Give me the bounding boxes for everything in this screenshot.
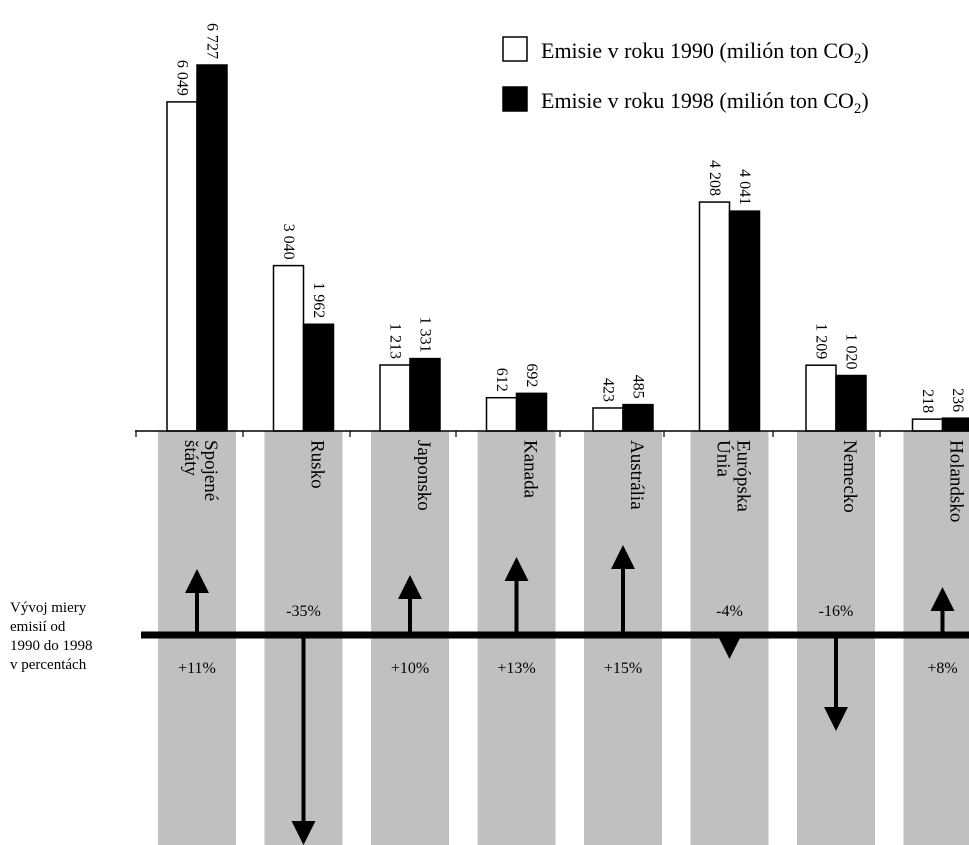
bar-1998-holandsko [941,417,969,432]
change-label-holandsko: +8% [927,660,957,677]
value-label-1990-australia: 423 [600,378,617,402]
category-labels: Spojenéštáty Rusko Japonsko Kanada Austrália… [180,440,967,522]
legend-swatch-1998 [502,86,528,112]
change-title-line: Vývoj miery [10,600,87,616]
bar-1990-kanada [485,396,518,432]
category-label-spojene-staty: Spojenéštáty [180,440,221,501]
bar-1998-kanada [515,392,548,432]
legend-label-1990: Emisie v roku 1990 (milión ton CO2) [541,38,869,67]
arrow-head-spojene-staty [185,569,209,593]
value-label-1998-spojene-staty: 6 727 [204,23,221,59]
value-label-1990-japonsko: 1 213 [387,323,404,359]
change-label-australia: +15% [604,660,642,677]
bar-1998-rusko [302,323,335,432]
bar-1990-japonsko [379,364,411,432]
change-title-line: emisií od [10,619,66,635]
bar-1990-nemecko [805,364,837,432]
arrow-head-nemecko [824,707,848,731]
category-label-rusko: Rusko [307,440,328,489]
legend-swatch-1990 [502,36,528,62]
bar-1990-spojene-staty [166,101,198,432]
bar-1998-nemecko [835,374,867,432]
bar-1998-spojene-staty [196,64,228,432]
change-title-line: v percentách [10,657,87,673]
category-label-nemecko: Nemecko [839,440,860,513]
change-label-nemecko: -16% [819,603,854,620]
arrow-head-kanada [504,557,529,581]
change-title-line: 1990 do 1998 [10,638,93,654]
legend: Emisie v roku 1990 (milión ton CO2) Emisi… [502,36,869,117]
value-label-1998-rusko: 1 962 [310,282,327,318]
bar-1998-australia [622,403,654,432]
category-label-europska-unia: EurópskaÚnia [713,440,754,512]
value-label-1998-kanada: 692 [523,363,540,387]
change-labels: +11% -35% +10% +13% +15% -4% -16% +8% [178,603,958,677]
value-label-1998-australia: 485 [630,375,647,399]
change-label-japonsko: +10% [391,660,429,677]
value-label-1990-holandsko: 218 [919,389,936,413]
value-label-1990-spojene-staty: 6 049 [174,60,191,96]
change-label-europska-unia: -4% [716,603,743,620]
bar-1990-europska-unia [698,201,731,432]
value-label-1990-kanada: 612 [493,368,510,392]
change-label-kanada: +13% [497,660,535,677]
bar-baseline [135,430,969,437]
value-label-1998-nemecko: 1 020 [843,334,860,370]
category-label-kanada: Kanada [520,440,541,499]
change-arrows [141,545,969,845]
arrow-head-europska-unia [717,635,742,659]
bars [166,64,969,432]
value-label-1990-nemecko: 1 209 [813,323,830,359]
bar-1998-japonsko [409,357,441,432]
value-label-1998-japonsko: 1 331 [417,317,434,353]
category-label-japonsko: Japonsko [413,440,434,511]
category-label-holandsko: Holandsko [946,440,967,522]
bar-1990-australia [592,407,624,432]
category-label-australia: Austrália [626,440,647,510]
value-label-1990-europska-unia: 4 208 [706,160,723,196]
bar-1998-europska-unia [728,210,761,432]
arrow-head-japonsko [398,575,422,599]
bar-1990-holandsko [911,418,944,432]
arrow-head-australia [611,545,635,569]
value-label-1998-europska-unia: 4 041 [736,169,753,205]
legend-label-1998: Emisie v roku 1998 (milión ton CO2) [541,88,869,117]
value-label-1998-holandsko: 236 [949,388,966,412]
value-label-1990-rusko: 3 040 [280,224,297,260]
arrow-head-holandsko [930,587,955,611]
change-axis-title: Vývoj miery emisií od 1990 do 1998 v percen… [10,600,93,673]
change-label-spojene-staty: +11% [178,660,216,677]
bar-1990-rusko [272,264,305,432]
arrow-head-rusko [291,821,316,845]
change-label-rusko: -35% [286,603,321,620]
value-labels: 6 049 3 040 1 213 612 423 4 208 1 209 218 6 727 1… [174,23,967,413]
